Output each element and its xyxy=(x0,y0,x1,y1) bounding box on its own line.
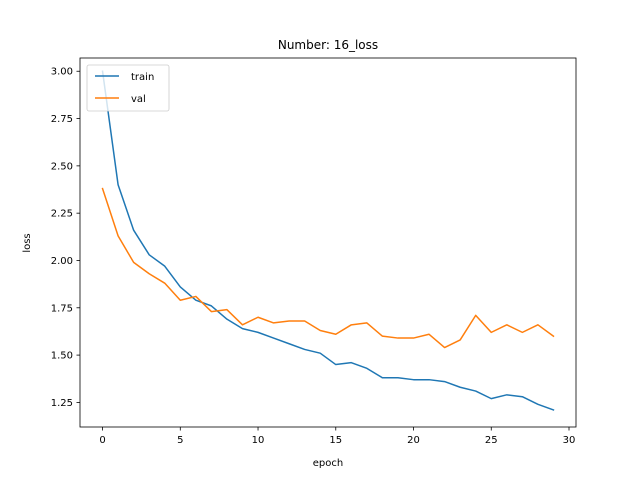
y-tick-label: 2.00 xyxy=(51,256,73,267)
series-lines xyxy=(101,70,555,411)
x-tick-label: 10 xyxy=(252,435,265,446)
legend-box xyxy=(86,64,170,112)
y-tick-label: 2.50 xyxy=(51,161,73,172)
series-line-train xyxy=(101,70,555,411)
x-axis-label: epoch xyxy=(313,458,343,469)
y-axis-label: loss xyxy=(22,233,33,252)
y-tick-label: 3.00 xyxy=(51,67,73,78)
chart-title: Number: 16_loss xyxy=(278,38,378,52)
x-tick-label: 30 xyxy=(563,435,576,446)
y-tick-label: 2.75 xyxy=(51,114,73,125)
x-tick-label: 15 xyxy=(329,435,342,446)
plot-frame xyxy=(79,57,577,428)
x-tick-label: 20 xyxy=(407,435,420,446)
legend: train val xyxy=(86,64,170,112)
x-tick-label: 0 xyxy=(99,435,105,446)
x-tick-label: 5 xyxy=(177,435,183,446)
y-tick-label: 1.50 xyxy=(51,351,73,362)
y-tick-label: 1.75 xyxy=(51,303,73,314)
x-axis-ticks: 0 5 10 15 20 25 30 xyxy=(99,427,575,446)
legend-label-train: train xyxy=(131,72,154,83)
y-tick-label: 1.25 xyxy=(51,398,73,409)
y-axis-ticks: 1.25 1.50 1.75 2.00 2.25 2.50 2.75 3.00 xyxy=(51,67,80,409)
series-line-val xyxy=(101,187,555,349)
plot-area xyxy=(80,58,576,427)
legend-label-val: val xyxy=(131,94,146,105)
x-tick-label: 25 xyxy=(485,435,498,446)
y-tick-label: 2.25 xyxy=(51,209,73,220)
